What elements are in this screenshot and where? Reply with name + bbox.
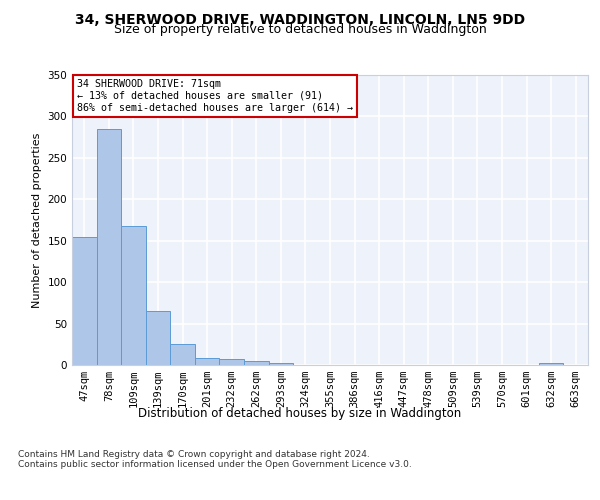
- Bar: [539, 362, 563, 365]
- Bar: [97, 129, 121, 365]
- Bar: [220, 359, 244, 365]
- Text: Size of property relative to detached houses in Waddington: Size of property relative to detached ho…: [113, 22, 487, 36]
- Bar: [146, 311, 170, 365]
- Bar: [72, 236, 97, 365]
- Text: 34 SHERWOOD DRIVE: 71sqm
← 13% of detached houses are smaller (91)
86% of semi-d: 34 SHERWOOD DRIVE: 71sqm ← 13% of detach…: [77, 80, 353, 112]
- Text: 34, SHERWOOD DRIVE, WADDINGTON, LINCOLN, LN5 9DD: 34, SHERWOOD DRIVE, WADDINGTON, LINCOLN,…: [75, 12, 525, 26]
- Bar: [121, 226, 146, 365]
- Bar: [269, 362, 293, 365]
- Text: Distribution of detached houses by size in Waddington: Distribution of detached houses by size …: [139, 408, 461, 420]
- Bar: [195, 358, 220, 365]
- Bar: [170, 344, 195, 365]
- Bar: [244, 361, 269, 365]
- Text: Contains HM Land Registry data © Crown copyright and database right 2024.
Contai: Contains HM Land Registry data © Crown c…: [18, 450, 412, 469]
- Y-axis label: Number of detached properties: Number of detached properties: [32, 132, 42, 308]
